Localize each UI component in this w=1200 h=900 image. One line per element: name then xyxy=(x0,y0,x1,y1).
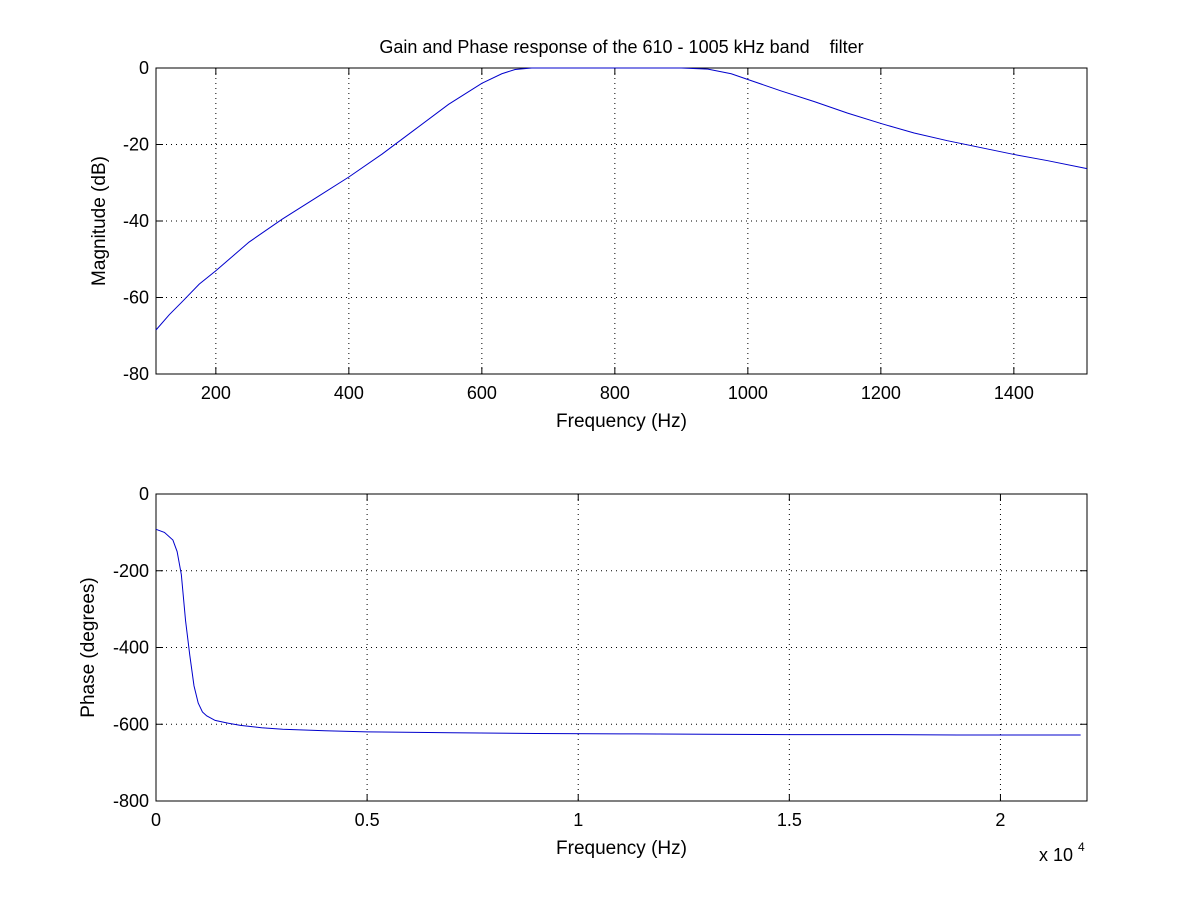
magnitude-series-line xyxy=(155,67,1088,331)
magnitude-x-tick-label: 600 xyxy=(467,383,497,403)
phase-x-tick-label: 2 xyxy=(995,810,1005,830)
magnitude-y-tick-label: 0 xyxy=(139,58,149,78)
magnitude-x-tick-label: 1000 xyxy=(728,383,768,403)
x-axis-exponent-label: x 10 xyxy=(1039,845,1073,865)
magnitude-plot: 200 400 600 800 1000 1200 1400 -80 -60 -40 -20 0 Gai… xyxy=(89,37,1088,432)
magnitude-x-tick-label: 1200 xyxy=(861,383,901,403)
chart-title: Gain and Phase response of the 610 - 100… xyxy=(379,37,863,57)
magnitude-y-tick-label: -20 xyxy=(123,135,149,155)
magnitude-y-tick-label: -80 xyxy=(123,364,149,384)
magnitude-x-tick-label: 1400 xyxy=(994,383,1034,403)
phase-x-tick-label: 1.5 xyxy=(777,810,802,830)
phase-x-tick-label: 1 xyxy=(573,810,583,830)
magnitude-y-tick-label: -40 xyxy=(123,211,149,231)
magnitude-x-axis-label: Frequency (Hz) xyxy=(556,411,687,432)
phase-y-tick-label: -800 xyxy=(113,791,149,811)
x-axis-exponent: 4 xyxy=(1078,840,1085,854)
phase-y-tick-label: 0 xyxy=(139,484,149,504)
magnitude-x-tick-label: 800 xyxy=(600,383,630,403)
phase-x-axis-label: Frequency (Hz) xyxy=(556,838,687,859)
magnitude-x-tick-label: 400 xyxy=(334,383,364,403)
phase-y-tick-label: -200 xyxy=(113,561,149,581)
phase-x-tick-label: 0.5 xyxy=(355,810,380,830)
magnitude-x-tick-label: 200 xyxy=(201,383,231,403)
phase-series-line xyxy=(155,528,1081,736)
phase-plot: 0 0.5 1 1.5 2 -800 -600 -400 -200 0 Frequency (Hz)… xyxy=(78,484,1088,865)
magnitude-y-tick-label: -60 xyxy=(123,288,149,308)
phase-x-tick-label: 0 xyxy=(151,810,161,830)
phase-y-axis-label: Phase (degrees) xyxy=(78,577,99,717)
phase-y-tick-label: -400 xyxy=(113,638,149,658)
magnitude-y-axis-label: Magnitude (dB) xyxy=(89,156,110,286)
phase-y-tick-label: -600 xyxy=(113,714,149,734)
